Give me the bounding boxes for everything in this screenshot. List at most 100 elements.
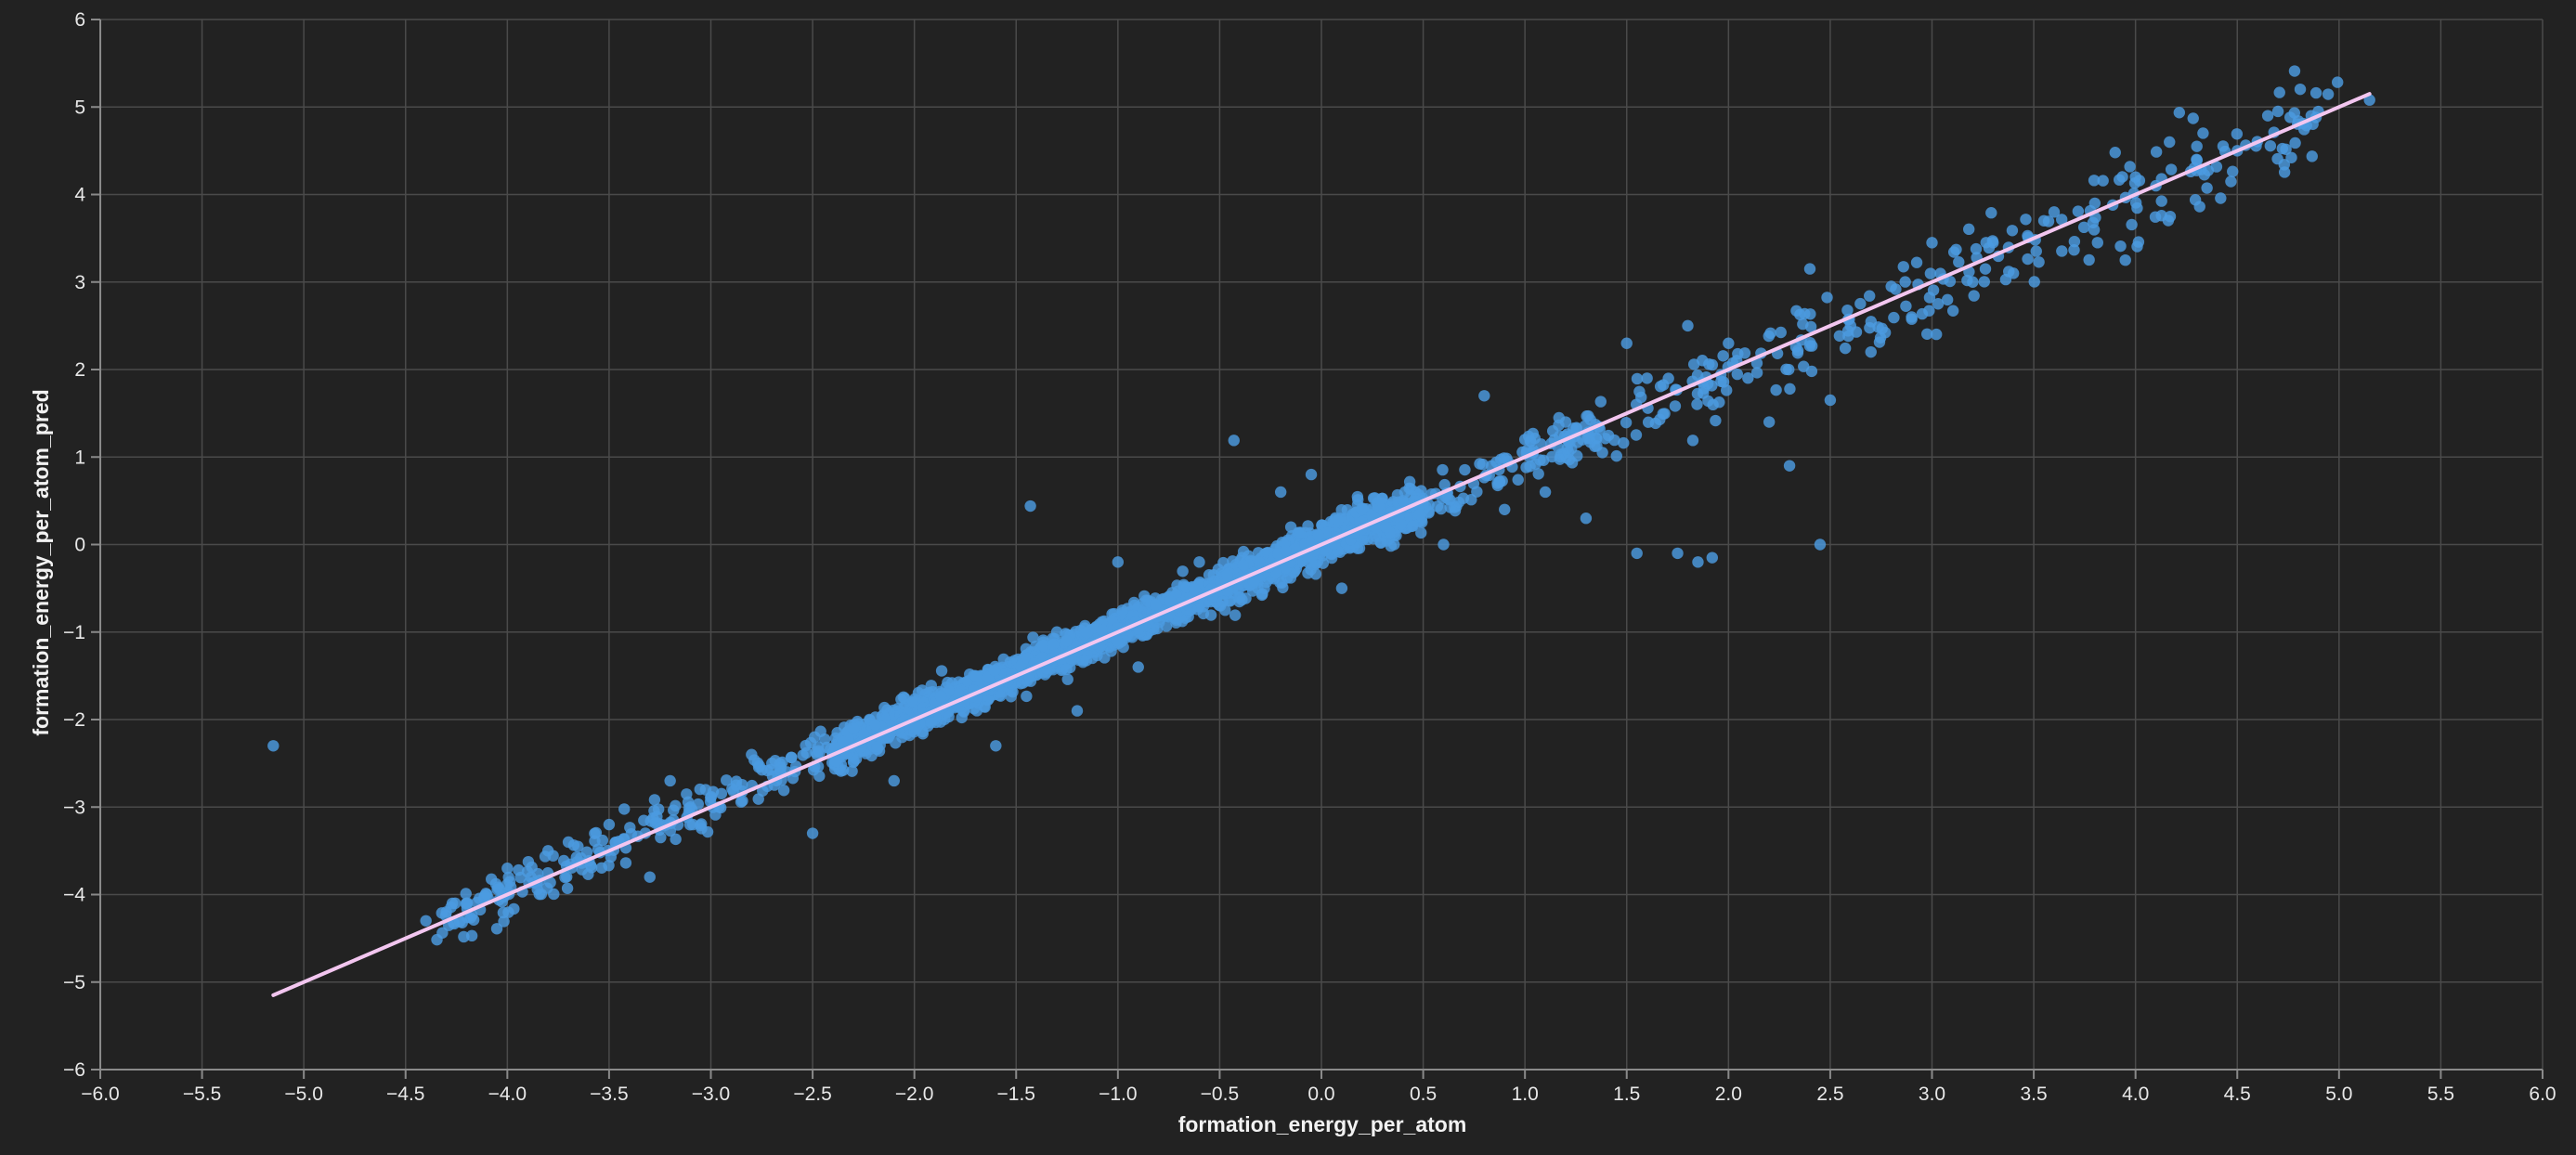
data-point bbox=[1581, 410, 1593, 422]
data-point bbox=[1518, 434, 1531, 446]
x-tick-label: −5.5 bbox=[183, 1084, 221, 1105]
data-point bbox=[1968, 290, 1980, 302]
data-point bbox=[2165, 163, 2178, 175]
data-point bbox=[1630, 429, 1643, 441]
data-point bbox=[869, 719, 881, 732]
data-point bbox=[1620, 416, 1633, 429]
data-point bbox=[1580, 513, 1593, 525]
data-point bbox=[1344, 542, 1356, 554]
data-point bbox=[1608, 434, 1620, 447]
data-point bbox=[1910, 256, 1923, 268]
data-point bbox=[1750, 367, 1763, 379]
data-point bbox=[1926, 237, 1938, 249]
data-point bbox=[1164, 595, 1177, 607]
data-point bbox=[2288, 65, 2301, 77]
y-tick-label: 3 bbox=[74, 272, 85, 293]
data-point bbox=[2088, 197, 2101, 210]
data-point bbox=[1237, 545, 1250, 558]
data-point bbox=[995, 690, 1007, 702]
data-point bbox=[846, 765, 858, 777]
data-point bbox=[1305, 468, 1318, 481]
data-point bbox=[1341, 504, 1354, 516]
data-point bbox=[1021, 690, 1033, 703]
data-point bbox=[1216, 595, 1229, 608]
data-point bbox=[1474, 458, 1486, 470]
data-point bbox=[572, 840, 584, 852]
data-point bbox=[498, 915, 510, 928]
data-point bbox=[2276, 142, 2289, 155]
x-tick-label: −0.5 bbox=[1201, 1084, 1239, 1105]
data-point bbox=[603, 859, 615, 872]
data-point bbox=[813, 770, 826, 783]
data-point bbox=[580, 846, 593, 858]
data-point bbox=[1563, 453, 1576, 466]
data-point bbox=[837, 764, 850, 776]
data-point bbox=[1780, 363, 1792, 375]
data-point bbox=[897, 691, 910, 704]
data-point bbox=[952, 687, 964, 700]
data-point bbox=[1738, 347, 1751, 359]
data-point bbox=[460, 888, 472, 900]
data-point bbox=[1309, 568, 1322, 580]
data-point bbox=[1229, 609, 1242, 621]
data-point bbox=[756, 764, 768, 776]
data-point bbox=[582, 868, 594, 880]
data-point bbox=[1437, 463, 1449, 476]
data-point bbox=[906, 695, 919, 707]
data-point bbox=[491, 881, 504, 893]
data-point bbox=[1686, 435, 1699, 447]
data-point bbox=[888, 774, 900, 787]
data-point bbox=[514, 871, 527, 884]
x-tick-label: −1.0 bbox=[1099, 1084, 1137, 1105]
data-point bbox=[881, 704, 893, 716]
x-tick-label: 0.5 bbox=[1410, 1084, 1437, 1105]
data-point bbox=[625, 827, 637, 840]
data-point bbox=[501, 878, 514, 891]
data-point bbox=[2193, 201, 2205, 213]
data-point bbox=[1356, 503, 1369, 515]
data-point bbox=[1804, 320, 1817, 333]
data-point bbox=[925, 717, 938, 729]
data-point bbox=[1742, 372, 1754, 384]
data-point bbox=[2022, 253, 2034, 266]
x-tick-label: 3.0 bbox=[1919, 1084, 1945, 1105]
data-point bbox=[1906, 311, 1918, 323]
data-point bbox=[696, 818, 708, 830]
data-point bbox=[1763, 330, 1775, 343]
data-point bbox=[1833, 330, 1846, 342]
data-point bbox=[2129, 197, 2142, 209]
fit-line-layer bbox=[271, 92, 2372, 997]
data-point bbox=[648, 794, 661, 806]
data-point bbox=[1941, 293, 1954, 306]
data-point bbox=[721, 774, 733, 786]
data-point bbox=[1703, 358, 1715, 370]
data-point bbox=[618, 803, 631, 815]
data-point bbox=[1633, 385, 1646, 397]
data-point bbox=[1444, 494, 1456, 506]
data-point bbox=[2187, 112, 2199, 124]
data-point bbox=[1900, 300, 1912, 312]
data-point bbox=[1561, 442, 1573, 455]
data-point bbox=[1770, 383, 1782, 396]
data-point bbox=[943, 710, 955, 723]
data-point bbox=[943, 684, 955, 696]
data-point bbox=[1641, 372, 1653, 384]
x-tick-label: −4.5 bbox=[386, 1084, 424, 1105]
data-point bbox=[1024, 500, 1036, 513]
data-point bbox=[2261, 110, 2274, 122]
data-point bbox=[2083, 253, 2095, 266]
x-tick-label: −2.0 bbox=[895, 1084, 933, 1105]
data-point bbox=[446, 897, 459, 910]
x-tick-label: 1.5 bbox=[1613, 1084, 1640, 1105]
data-point bbox=[1499, 503, 1511, 515]
data-point bbox=[1228, 435, 1240, 447]
data-point bbox=[1546, 425, 1559, 437]
data-point bbox=[1946, 305, 1959, 317]
data-point bbox=[440, 906, 452, 918]
data-point bbox=[559, 871, 571, 884]
data-point bbox=[431, 933, 443, 946]
data-point bbox=[1814, 539, 1827, 551]
data-point bbox=[1177, 565, 1189, 578]
data-point bbox=[1302, 520, 1314, 532]
